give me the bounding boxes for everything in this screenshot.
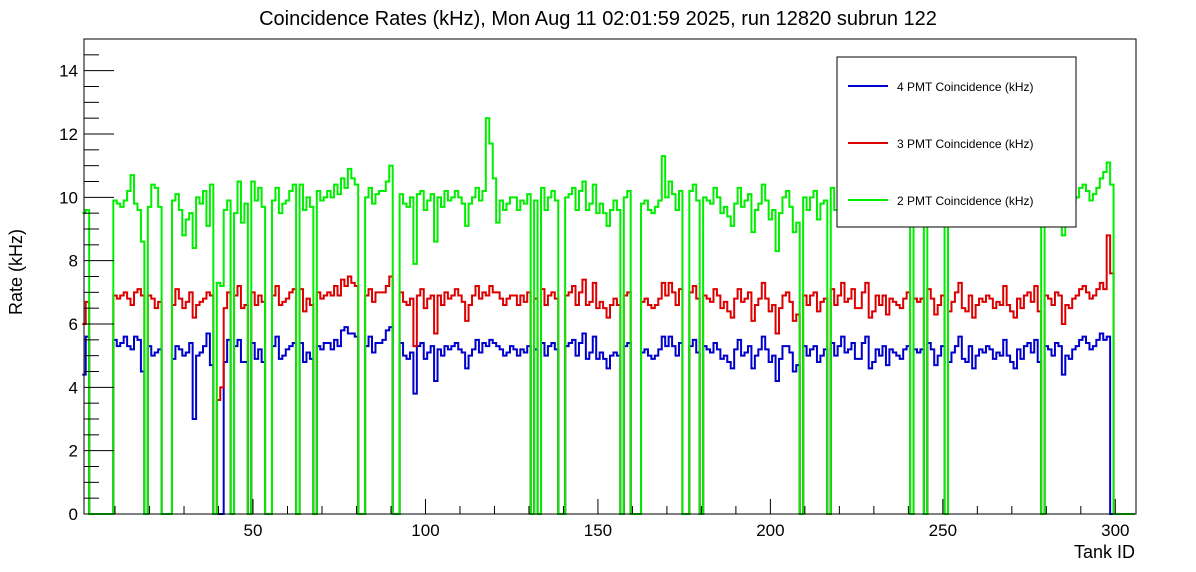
legend-label-3: 2 PMT Coincidence (kHz) [897, 194, 1034, 208]
chart-title: Coincidence Rates (kHz), Mon Aug 11 02:0… [259, 8, 937, 30]
y-tick-label: 14 [59, 62, 78, 81]
x-tick-label: 250 [929, 521, 957, 540]
y-tick-label: 8 [69, 252, 78, 271]
axis-layer: 0 2 4 6 8 10 12 14 50 100 150 200 250 300 [59, 38, 1129, 540]
y-tick-label: 4 [69, 378, 78, 397]
legend: 4 PMT Coincidence (kHz) 3 PMT Coincidence… [836, 56, 1077, 228]
x-tick-label: 300 [1101, 521, 1129, 540]
y-tick-label: 2 [69, 442, 78, 461]
y-tick-label: 0 [69, 505, 78, 524]
x-tick-label: 100 [411, 521, 439, 540]
x-tick-label: 50 [244, 521, 263, 540]
x-tick-label: 200 [756, 521, 784, 540]
legend-label-1: 4 PMT Coincidence (kHz) [897, 80, 1034, 94]
series-line-1 [82, 326, 1135, 515]
legend-label-2: 3 PMT Coincidence (kHz) [897, 137, 1034, 151]
x-tick-label: 150 [584, 521, 612, 540]
y-tick-label: 6 [69, 315, 78, 334]
series-line-2 [82, 234, 1135, 515]
y-axis-label: Rate (kHz) [6, 229, 26, 315]
y-tick-label: 12 [59, 125, 78, 144]
y-tick-label: 10 [59, 188, 78, 207]
x-axis-label: Tank ID [1074, 542, 1135, 562]
